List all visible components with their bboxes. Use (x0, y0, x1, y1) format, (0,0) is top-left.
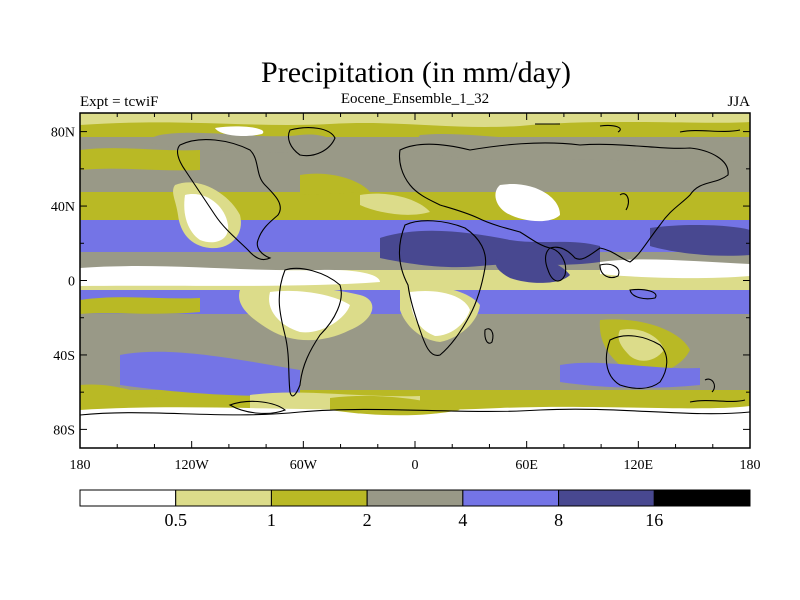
y-tick-label: 40S (53, 349, 75, 364)
x-tick-label: 60E (515, 458, 538, 473)
season-label: JJA (727, 94, 750, 110)
experiment-label: Expt = tcwiF (80, 94, 158, 110)
y-tick-label: 80N (51, 126, 75, 141)
axis-ticks (79, 113, 751, 448)
colorbar-swatch (366, 489, 464, 507)
colorbar-swatch (175, 489, 272, 507)
x-tick-label: 180 (70, 458, 91, 473)
x-tick-label: 180 (740, 458, 761, 473)
y-tick-label: 40N (51, 200, 75, 215)
colorbar-label: 4 (458, 510, 467, 530)
axis-tick-labels: 180 120W 60W 0 60E 120E 180 80N 40N 0 40S 80S (51, 126, 761, 473)
colorbar-label: 2 (363, 510, 372, 530)
x-tick-label: 120W (175, 458, 210, 473)
plot-title: Precipitation (in mm/day) (261, 56, 571, 89)
colorbar-swatch (653, 489, 751, 507)
colorbar-swatch (270, 489, 368, 507)
x-tick-label: 60W (290, 458, 318, 473)
colorbar-label: 0.5 (164, 510, 187, 530)
colorbar-label: 8 (554, 510, 563, 530)
colorbar-swatch (79, 489, 177, 507)
y-tick-label: 80S (53, 423, 75, 438)
colorbar-labels: 0.5 1 2 4 8 16 (164, 510, 663, 530)
coastlines (80, 123, 750, 416)
colorbar (79, 489, 751, 507)
ensemble-label: Eocene_Ensemble_1_32 (341, 91, 489, 107)
x-tick-label: 120E (624, 458, 654, 473)
colorbar-swatch (462, 489, 560, 507)
colorbar-label: 1 (267, 510, 276, 530)
colorbar-swatch (558, 489, 655, 507)
colorbar-label: 16 (645, 510, 663, 530)
y-tick-label: 0 (68, 275, 75, 290)
x-tick-label: 0 (412, 458, 419, 473)
